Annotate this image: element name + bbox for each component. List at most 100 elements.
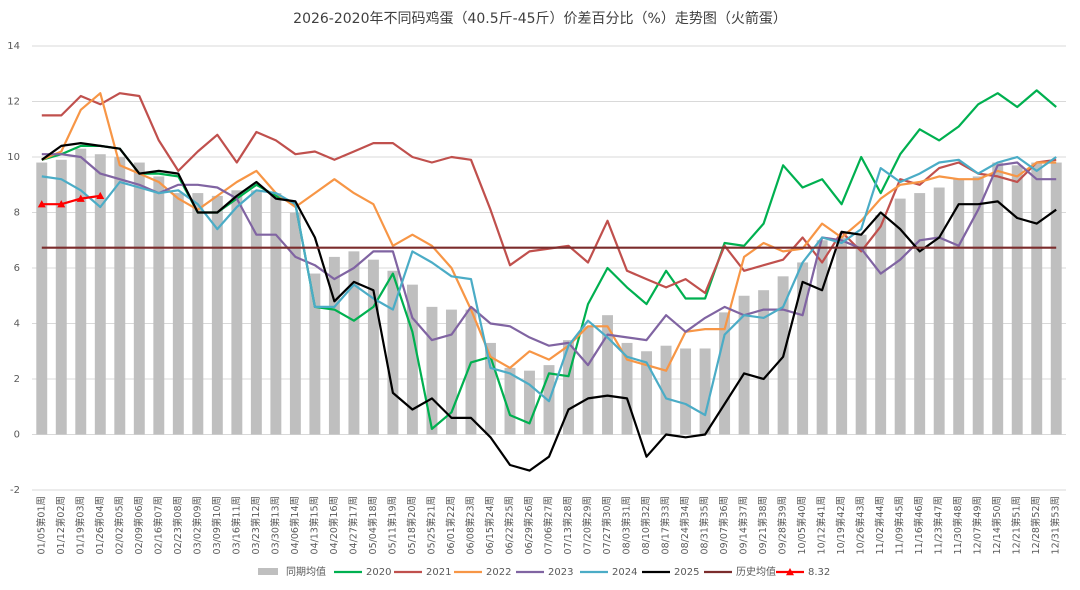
- bar: [699, 348, 711, 435]
- marker: [76, 194, 85, 202]
- x-tick-label: 06/15第24周: [484, 496, 496, 554]
- bar: [797, 262, 809, 435]
- bar: [524, 370, 535, 435]
- x-tick-label: 01/26第04周: [94, 496, 106, 554]
- legend-label: 8.32: [808, 567, 830, 578]
- x-tick-label: 03/09第10周: [211, 496, 223, 554]
- bar: [406, 284, 418, 435]
- legend-swatch: [258, 568, 278, 575]
- chart-title: 2026-2020年不同码鸡蛋（40.5斤-45斤）价差百分比（%）走势图（火箭…: [293, 10, 787, 27]
- x-tick-label: 04/20第16周: [328, 496, 340, 554]
- x-tick-label: 07/20第29周: [582, 496, 594, 554]
- x-tick-label: 09/14第37周: [738, 496, 750, 554]
- x-tick-label: 11/30第48周: [952, 496, 964, 554]
- legend-label: 2021: [426, 567, 451, 578]
- bar: [738, 295, 750, 435]
- line: [41, 142, 1057, 472]
- x-tick-label: 03/30第13周: [269, 496, 281, 554]
- y-tick-label: 4: [14, 319, 20, 330]
- x-tick-label: 12/21第51周: [1011, 496, 1023, 554]
- x-tick-label: 11/09第45周: [894, 496, 906, 554]
- x-tick-label: 02/09第06周: [133, 496, 145, 554]
- legend-label: 历史均值: [736, 565, 776, 578]
- x-tick-label: 06/22第25周: [503, 496, 515, 554]
- x-tick-label: 08/10第32周: [640, 496, 652, 554]
- x-tick-label: 04/06第14周: [289, 496, 301, 554]
- x-tick-label: 11/02第44周: [874, 496, 886, 554]
- legend-marker: [786, 568, 794, 576]
- bar: [328, 256, 340, 435]
- bar: [465, 309, 477, 435]
- x-tick-label: 02/02第05周: [113, 496, 125, 554]
- bar: [289, 212, 301, 435]
- line: [41, 194, 101, 206]
- y-tick-label: 6: [14, 263, 20, 274]
- y-tick-label: 14: [7, 41, 20, 52]
- bar: [387, 270, 399, 435]
- bar: [875, 215, 887, 435]
- bar: [426, 306, 438, 435]
- x-tick-label: 08/17第33周: [660, 496, 672, 554]
- x-tick-label: 09/28第39周: [777, 496, 789, 554]
- line: [41, 92, 1057, 372]
- bar: [836, 237, 848, 435]
- y-tick-label: 8: [14, 208, 20, 219]
- bar: [972, 176, 984, 435]
- bar: [94, 154, 106, 435]
- x-tick-label: 12/31第53周: [1050, 496, 1062, 554]
- bar: [367, 259, 379, 435]
- bar: [855, 234, 867, 435]
- x-tick-label: 06/01第22周: [445, 496, 457, 554]
- legend-label: 2020: [366, 567, 391, 578]
- bar: [485, 342, 496, 435]
- bar: [621, 342, 633, 435]
- x-tick-label: 11/23第47周: [933, 496, 945, 554]
- legend-label: 2023: [548, 567, 573, 578]
- bar: [602, 315, 613, 435]
- bar: [55, 159, 67, 435]
- x-tick-label: 12/07第49周: [972, 496, 984, 554]
- x-tick-label: 02/23第08周: [172, 496, 184, 554]
- legend-label: 2025: [674, 567, 699, 578]
- bar: [309, 273, 321, 435]
- x-tick-label: 07/13第28周: [562, 496, 574, 554]
- bar: [758, 290, 770, 435]
- x-tick-label: 11/16第46周: [913, 496, 925, 554]
- x-tick-label: 08/03第31周: [621, 496, 633, 554]
- bar: [153, 176, 165, 435]
- x-tick-label: 01/12第02周: [55, 496, 67, 554]
- x-tick-label: 02/16第07周: [152, 496, 164, 554]
- bar: [894, 198, 906, 435]
- x-tick-label: 05/04第18周: [367, 496, 379, 554]
- x-tick-label: 12/28第52周: [1030, 496, 1042, 554]
- bar: [133, 162, 145, 435]
- bar: [563, 340, 574, 435]
- x-tick-label: 10/12第41周: [816, 496, 828, 554]
- bar: [1011, 165, 1023, 435]
- x-tick-label: 04/27第17周: [347, 496, 359, 554]
- bar: [192, 193, 204, 435]
- legend-label: 2024: [612, 567, 637, 578]
- y-tick-label: 12: [7, 97, 20, 108]
- x-tick-label: 09/21第38周: [757, 496, 769, 554]
- bar: [719, 312, 731, 435]
- marker: [37, 200, 46, 208]
- x-tick-label: 06/29第26周: [523, 496, 535, 554]
- x-tick-label: 06/08第23周: [464, 496, 476, 554]
- x-tick-label: 07/06第27周: [543, 496, 555, 554]
- bar: [36, 162, 48, 435]
- marker: [96, 191, 105, 200]
- x-tick-label: 03/02第09周: [191, 496, 203, 554]
- x-tick-label: 05/18第20周: [406, 496, 418, 554]
- bar: [680, 348, 692, 435]
- x-tick-label: 03/23第12周: [250, 496, 262, 554]
- marker: [57, 200, 66, 208]
- bar: [504, 367, 516, 435]
- x-tick-label: 10/26第43周: [855, 496, 867, 554]
- x-tick-label: 12/14第50周: [991, 496, 1003, 554]
- bar: [914, 193, 926, 435]
- bar: [250, 190, 262, 435]
- x-tick-label: 04/13第15周: [308, 496, 320, 554]
- x-tick-label: 10/19第42周: [835, 496, 847, 554]
- x-tick-label: 08/24第34周: [679, 496, 691, 554]
